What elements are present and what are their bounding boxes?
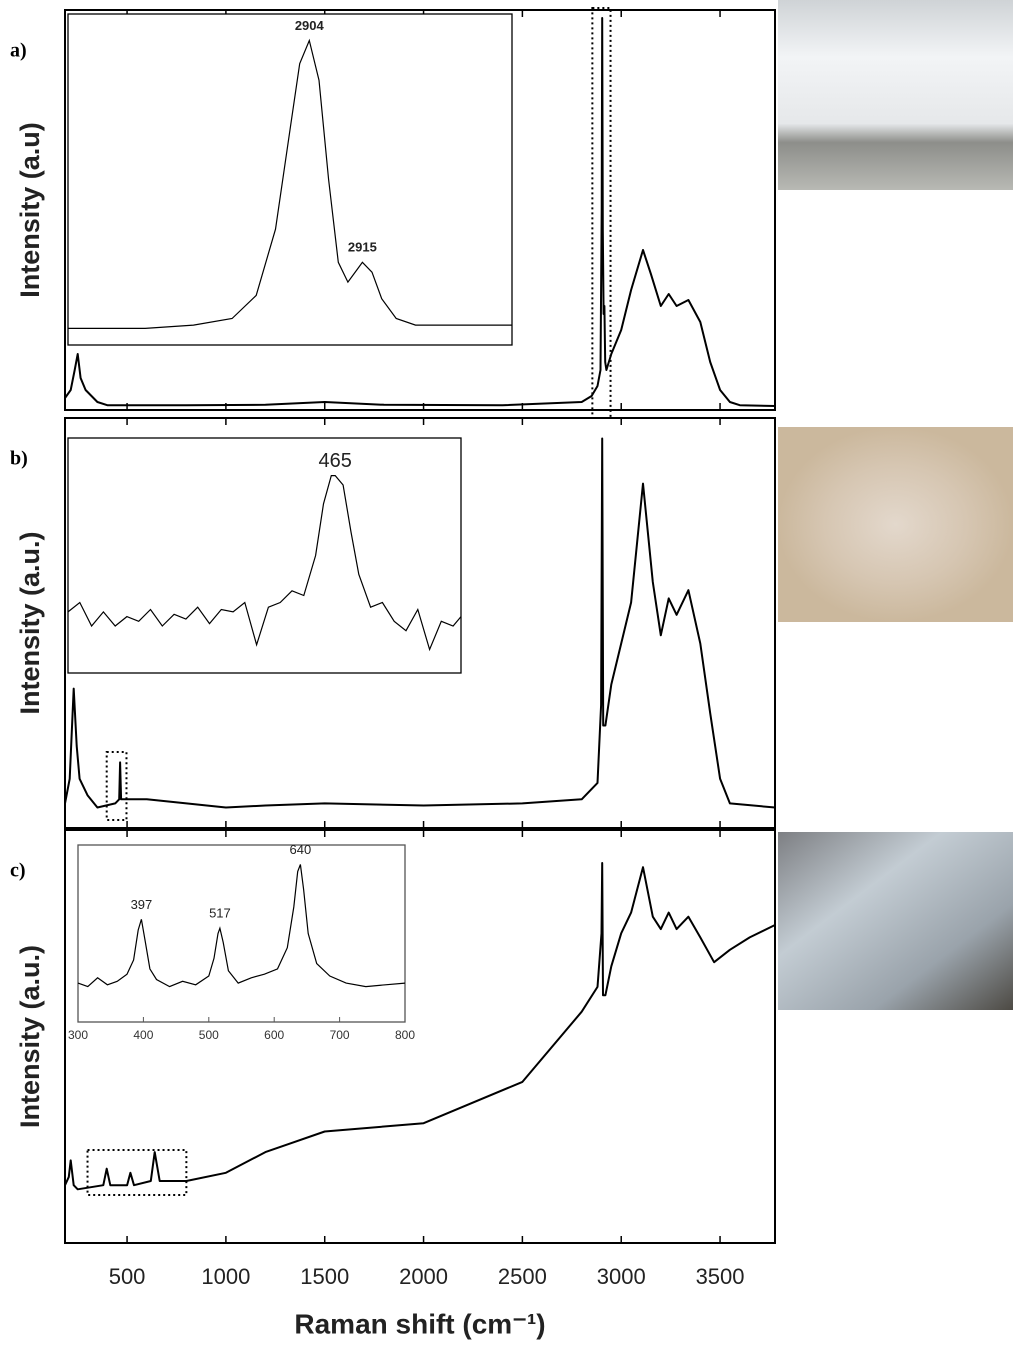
spectrum	[64, 437, 776, 809]
inset-x-tick-label: 600	[264, 1028, 284, 1042]
x-tick-label: 500	[109, 1264, 146, 1289]
photo-c	[778, 832, 1013, 1010]
inset-x-tick-label: 300	[68, 1028, 88, 1042]
x-axis-label: Raman shift (cm⁻¹)	[294, 1308, 545, 1339]
x-tick-label: 1500	[300, 1264, 349, 1289]
peak-label: 517	[209, 906, 231, 921]
zoom-box	[86, 1149, 188, 1196]
panel-label: b)	[10, 448, 28, 470]
plot-frame	[64, 829, 776, 1244]
x-tick-label: 2500	[498, 1264, 547, 1289]
x-tick-label: 1000	[201, 1264, 250, 1289]
inset-frame	[67, 437, 462, 674]
spectrum	[64, 17, 776, 407]
peak-label: 397	[131, 897, 153, 912]
x-tick-label: 2000	[399, 1264, 448, 1289]
inset-frame	[67, 13, 513, 346]
peak-label: 2915	[348, 240, 377, 255]
panel-label: a)	[10, 40, 27, 62]
plot-frame	[64, 417, 776, 829]
zoom-box	[591, 7, 612, 419]
inset-spectrum	[77, 864, 406, 988]
inset-x-tick-label: 500	[199, 1028, 219, 1042]
inset-x-tick-label: 700	[330, 1028, 350, 1042]
inset-x-tick-label: 800	[395, 1028, 415, 1042]
inset-frame	[77, 844, 406, 1023]
inset-spectrum	[67, 475, 462, 652]
inset-spectrum	[68, 38, 512, 329]
y-axis-label: Intensity (a.u)	[15, 122, 45, 298]
panel-label: c)	[10, 860, 26, 882]
peak-label: 2904	[295, 18, 325, 33]
y-axis-label: Intensity (a.u.)	[15, 945, 45, 1128]
photo-b	[778, 427, 1013, 622]
inset-x-tick-label: 400	[133, 1028, 153, 1042]
zoom-box	[105, 751, 128, 821]
photo-a	[778, 0, 1013, 190]
plot-frame	[64, 9, 776, 411]
x-tick-label: 3000	[597, 1264, 646, 1289]
x-tick-label: 3500	[696, 1264, 745, 1289]
peak-label: 465	[319, 450, 352, 472]
spectrum	[64, 862, 776, 1191]
y-axis-label: Intensity (a.u.)	[15, 531, 45, 714]
peak-label: 640	[290, 842, 312, 857]
